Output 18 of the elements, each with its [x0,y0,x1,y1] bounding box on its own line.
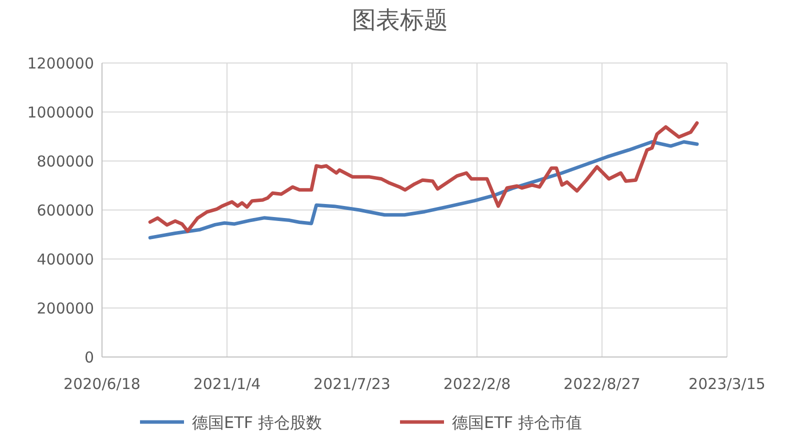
y-tick-label: 200000 [36,299,94,318]
legend-label: 德国ETF 持仓市值 [452,413,582,432]
y-tick-label: 1200000 [27,54,94,72]
y-tick-label: 600000 [36,201,94,220]
x-tick-label: 2021/7/23 [314,375,390,393]
legend-label: 德国ETF 持仓股数 [192,413,322,432]
x-tick-label: 2022/2/8 [443,375,511,393]
y-tick-label: 1000000 [27,103,94,122]
x-tick-label: 2021/1/4 [193,375,261,393]
y-tick-label: 0 [84,348,94,366]
line-series [148,121,699,233]
line-series [148,140,699,240]
x-tick-label: 2022/8/27 [564,375,640,393]
y-tick-label: 800000 [36,152,94,170]
chart-title: 图表标题 [352,6,448,34]
x-tick-label: 2020/6/18 [64,375,140,393]
y-tick-label: 400000 [36,250,94,268]
x-tick-label: 2023/3/15 [688,375,766,393]
